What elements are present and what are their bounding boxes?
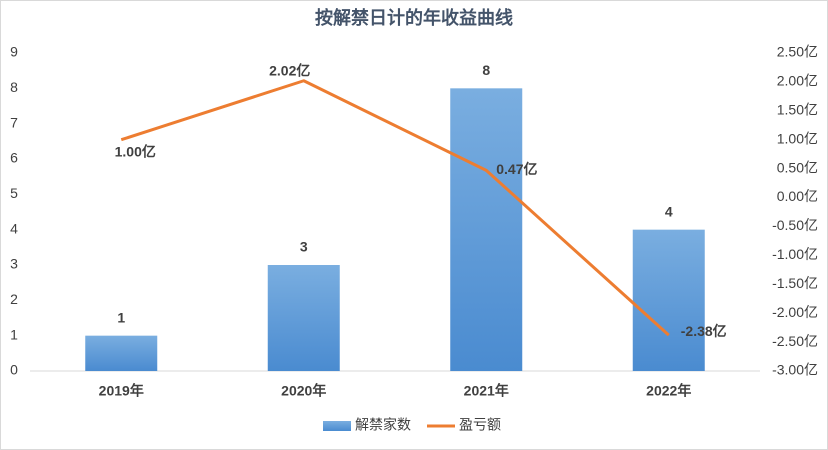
y-tick-label: 1 [10, 326, 18, 342]
y2-tick-label: -2.50亿 [772, 333, 818, 349]
y2-tick-label: 1.50亿 [777, 102, 818, 118]
bar-label: 1 [117, 309, 125, 325]
y2-tick-label: -1.00亿 [772, 246, 818, 262]
x-tick-label: 2019年 [99, 383, 144, 399]
y2-tick-label: -2.00亿 [772, 304, 818, 320]
bar [632, 229, 705, 371]
bar-label: 4 [665, 203, 673, 219]
y2-tick-label: 2.00亿 [777, 73, 818, 89]
y2-tick-label: 2.50亿 [777, 44, 818, 60]
y2-tick-label: 1.00亿 [777, 130, 818, 146]
legend-swatch [323, 421, 351, 431]
y-tick-label: 8 [10, 79, 18, 95]
y2-tick-label: -0.50亿 [772, 217, 818, 233]
line-label: -2.38亿 [681, 323, 727, 339]
y2-tick-label: 0.00亿 [777, 188, 818, 204]
line-label: 1.00亿 [115, 143, 156, 159]
y2-tick-label: -1.50亿 [772, 275, 818, 291]
y2-tick-label: 0.50亿 [777, 159, 818, 175]
legend-label: 盈亏额 [459, 417, 501, 433]
bar [450, 88, 523, 371]
bar [267, 265, 340, 371]
y-tick-label: 6 [10, 150, 18, 166]
y-tick-label: 7 [10, 114, 18, 130]
y-tick-label: 5 [10, 185, 18, 201]
bar-label: 8 [482, 62, 490, 78]
chart-title: 按解禁日计的年收益曲线 [315, 7, 513, 28]
y-tick-label: 9 [10, 44, 18, 60]
y-tick-label: 0 [10, 362, 18, 378]
y-tick-label: 4 [10, 220, 18, 236]
y-tick-label: 2 [10, 291, 18, 307]
bar-label: 3 [300, 239, 308, 255]
y2-tick-label: -3.00亿 [772, 362, 818, 378]
line-label: 0.47亿 [496, 161, 537, 177]
y-tick-label: 3 [10, 256, 18, 272]
x-tick-label: 2021年 [464, 383, 509, 399]
bar [85, 335, 158, 371]
legend-label: 解禁家数 [355, 417, 411, 433]
line [120, 79, 670, 337]
x-tick-label: 2020年 [281, 383, 326, 399]
line-label: 2.02亿 [269, 62, 310, 78]
x-tick-label: 2022年 [646, 383, 691, 399]
